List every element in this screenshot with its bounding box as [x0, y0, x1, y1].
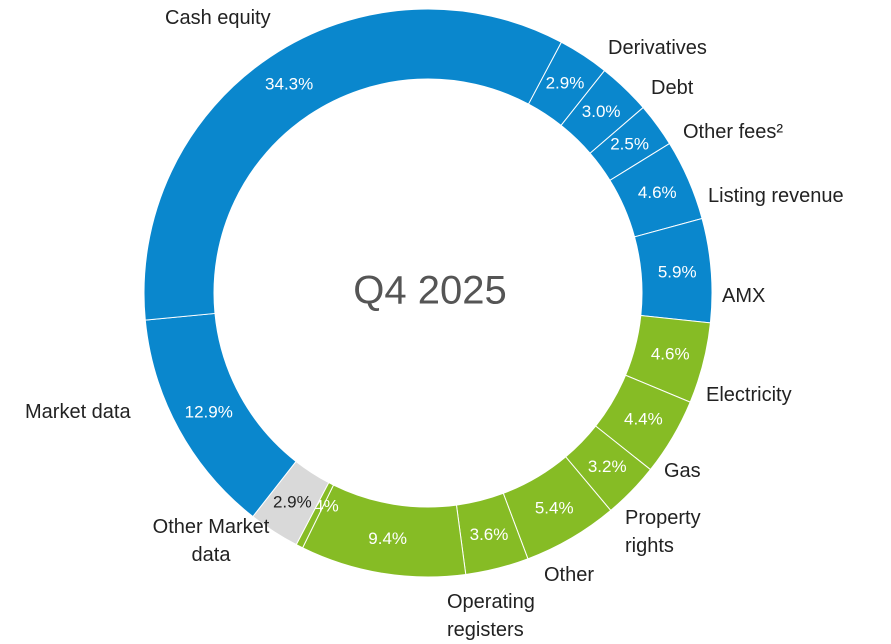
- category-label: Operating registers: [447, 591, 535, 641]
- value-label: 3.0%: [582, 102, 621, 121]
- value-label: 4.4%: [624, 409, 663, 428]
- value-label: 34.3%: [265, 75, 313, 94]
- value-label: 12.9%: [185, 403, 233, 422]
- chart-title: Q4 2025: [353, 269, 506, 313]
- donut-segment: [143, 8, 563, 321]
- value-label: 3.6%: [470, 525, 509, 544]
- category-label: Electricity: [706, 384, 792, 406]
- value-label: 2.5%: [610, 135, 649, 154]
- category-label: Cash equity: [165, 7, 271, 29]
- category-label: Derivatives: [608, 37, 707, 59]
- value-label: 5.4%: [535, 498, 574, 517]
- value-label: 4.6%: [651, 344, 690, 363]
- value-label: 3.2%: [588, 457, 627, 476]
- value-label: 2.9%: [546, 73, 585, 92]
- category-label: Other fees²: [683, 121, 784, 143]
- category-label: AMX: [722, 285, 766, 307]
- category-label: Listing revenue: [708, 185, 844, 207]
- value-label: 2.9%: [273, 492, 312, 511]
- value-label: 5.9%: [658, 263, 697, 282]
- value-label: 9.4%: [368, 529, 407, 548]
- category-label: Other: [544, 564, 595, 586]
- category-label: Gas: [664, 460, 701, 482]
- value-label: 4.6%: [638, 183, 677, 202]
- category-label: Other Market data: [152, 516, 270, 566]
- category-label: Market data: [25, 401, 131, 423]
- category-label: Property rights: [625, 507, 701, 557]
- category-label: Debt: [651, 77, 694, 99]
